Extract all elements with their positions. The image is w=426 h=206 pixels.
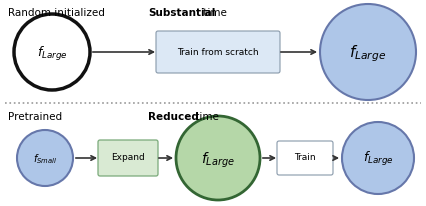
Text: Expand: Expand xyxy=(111,153,145,163)
FancyBboxPatch shape xyxy=(98,140,158,176)
Ellipse shape xyxy=(342,122,414,194)
Text: time: time xyxy=(200,8,227,18)
Text: Substantial: Substantial xyxy=(148,8,216,18)
Ellipse shape xyxy=(320,4,416,100)
Text: time: time xyxy=(192,112,219,122)
Text: Random initialized: Random initialized xyxy=(8,8,105,18)
Text: $f_{Large}$: $f_{Large}$ xyxy=(349,44,386,64)
Text: $f_{Large}$: $f_{Large}$ xyxy=(37,45,67,63)
Text: Train from scratch: Train from scratch xyxy=(177,48,259,56)
FancyBboxPatch shape xyxy=(277,141,333,175)
Ellipse shape xyxy=(176,116,260,200)
FancyBboxPatch shape xyxy=(156,31,280,73)
Text: Pretrained: Pretrained xyxy=(8,112,62,122)
Text: $f_{Large}$: $f_{Large}$ xyxy=(201,150,235,170)
Ellipse shape xyxy=(14,14,90,90)
Text: Train: Train xyxy=(294,153,316,163)
Text: $f_{Large}$: $f_{Large}$ xyxy=(363,150,393,168)
Ellipse shape xyxy=(17,130,73,186)
Text: $f_{Small}$: $f_{Small}$ xyxy=(33,152,57,166)
Text: Reduced: Reduced xyxy=(148,112,199,122)
